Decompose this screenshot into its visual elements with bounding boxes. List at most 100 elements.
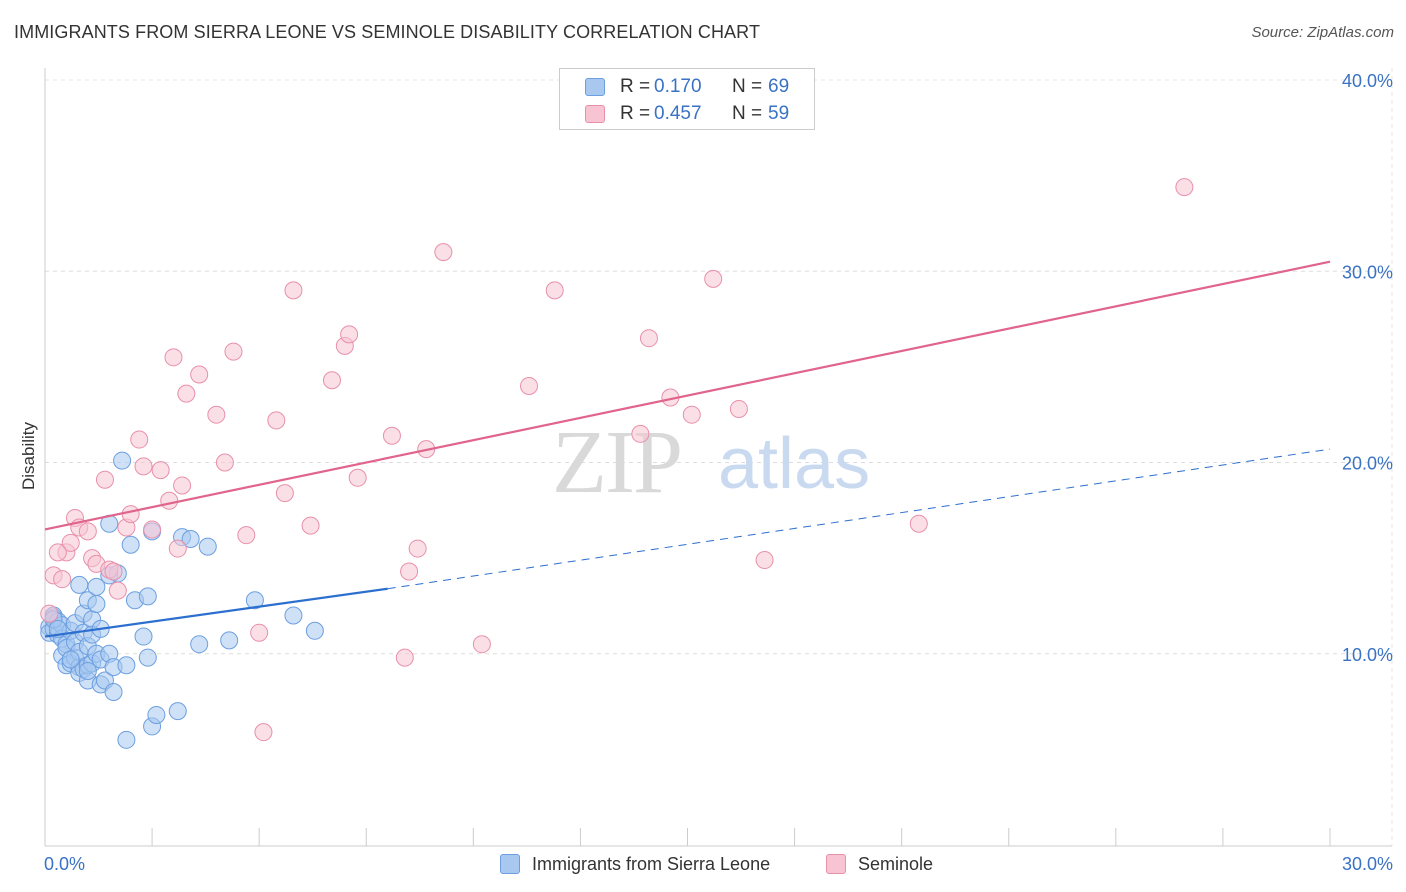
data-point [87,577,106,596]
data-point [224,342,243,361]
trend-line-seminole [44,260,1331,531]
watermark-atlas: atlas [718,424,870,504]
chart-source: Source: ZipAtlas.com [1251,24,1394,41]
data-point [220,631,239,650]
data-point [301,516,320,535]
y-tick-label: 10.0% [1342,645,1393,665]
chart-title: IMMIGRANTS FROM SIERRA LEONE VS SEMINOLE… [14,22,761,42]
data-point [108,581,127,600]
data-point [909,514,928,533]
data-point [138,648,157,667]
data-point [1175,178,1194,197]
data-point [121,535,140,554]
r-label: R = [620,103,651,124]
data-point [40,604,59,623]
legend-label-sierra-leone: Immigrants from Sierra Leone [532,853,771,874]
data-point [138,587,157,606]
n-value: 69 [768,76,790,97]
x-tick-label: 30.0% [1342,854,1393,874]
legend-swatch-sierra-leone [500,854,520,874]
watermark: ZIP atlas [552,413,870,512]
data-point [53,570,72,589]
data-point [408,539,427,558]
data-point [305,621,324,640]
watermark-zip: ZIP [552,413,681,512]
data-point [173,476,192,495]
data-point [237,526,256,545]
data-point [78,522,97,541]
data-point [755,551,774,570]
tick-labels: 10.0% 20.0% 30.0% 40.0% 0.0% 30.0% [44,71,1393,874]
data-point [151,461,170,480]
data-point [395,648,414,667]
data-point [134,627,153,646]
data-point [382,426,401,445]
series-seminole [40,178,1194,742]
data-point [682,405,701,424]
data-point [177,384,196,403]
data-point [121,505,140,524]
r-value: 0.170 [654,76,702,97]
points [40,178,1194,749]
data-point [639,329,658,348]
y-tick-label: 20.0% [1342,454,1393,474]
data-point [164,348,183,367]
n-value: 59 [768,103,790,124]
data-point [143,520,162,539]
data-point [284,281,303,300]
data-point [61,533,80,552]
data-point [520,377,539,395]
data-point [190,635,209,654]
series-sierra-leone [40,451,324,749]
data-point [434,243,453,262]
data-point [545,281,564,300]
y-tick-label: 40.0% [1342,71,1393,91]
data-point [322,371,341,390]
data-point [61,650,80,669]
r-value: 0.457 [654,103,702,124]
data-point [245,591,264,610]
y-tick-label: 30.0% [1342,262,1393,282]
data-point [181,530,200,548]
r-label: R = [620,76,651,97]
data-point [117,730,136,749]
data-point [215,453,234,472]
data-point [190,365,209,384]
x-tick-label: 0.0% [44,854,85,874]
trend-line-sierra-leone [44,587,388,638]
data-point [70,575,89,594]
legend-item-sierra-leone[interactable]: Immigrants from Sierra Leone [500,852,770,876]
data-point [160,491,179,510]
data-point [78,661,97,680]
data-point [134,457,153,476]
n-label: N = [732,76,763,97]
data-point [704,269,723,288]
trend-lines [44,260,1331,638]
data-point [275,484,294,503]
data-point [250,623,269,642]
data-point [95,470,114,489]
trend-line-sierra-leone-extension [387,448,1331,590]
data-point [117,656,136,675]
y-axis-label: Disability [19,421,38,490]
data-point [284,606,303,625]
data-point [104,562,123,581]
legend-item-seminole[interactable]: Seminole [826,852,933,876]
data-point [267,411,286,430]
data-point [198,537,217,556]
stats-swatch-sierra-leone [585,78,605,96]
data-point [207,405,226,424]
data-point [113,451,132,470]
data-point [87,595,106,614]
data-point [130,430,149,449]
data-point [729,399,748,418]
legend-label-seminole: Seminole [858,853,934,874]
data-point [48,543,67,562]
data-point [254,723,273,742]
data-point [340,325,359,344]
n-label: N = [732,103,763,124]
data-point [400,562,419,581]
data-point [348,468,367,487]
legend-swatch-seminole [826,854,846,874]
